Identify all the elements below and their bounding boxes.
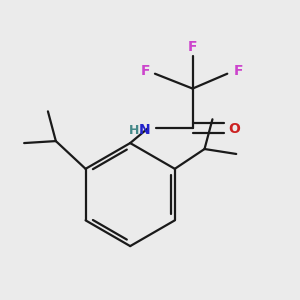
Text: O: O	[228, 122, 240, 136]
Text: F: F	[233, 64, 243, 78]
Text: F: F	[140, 64, 150, 78]
Text: F: F	[188, 40, 197, 54]
Text: H: H	[129, 124, 139, 137]
Text: N: N	[139, 123, 151, 137]
